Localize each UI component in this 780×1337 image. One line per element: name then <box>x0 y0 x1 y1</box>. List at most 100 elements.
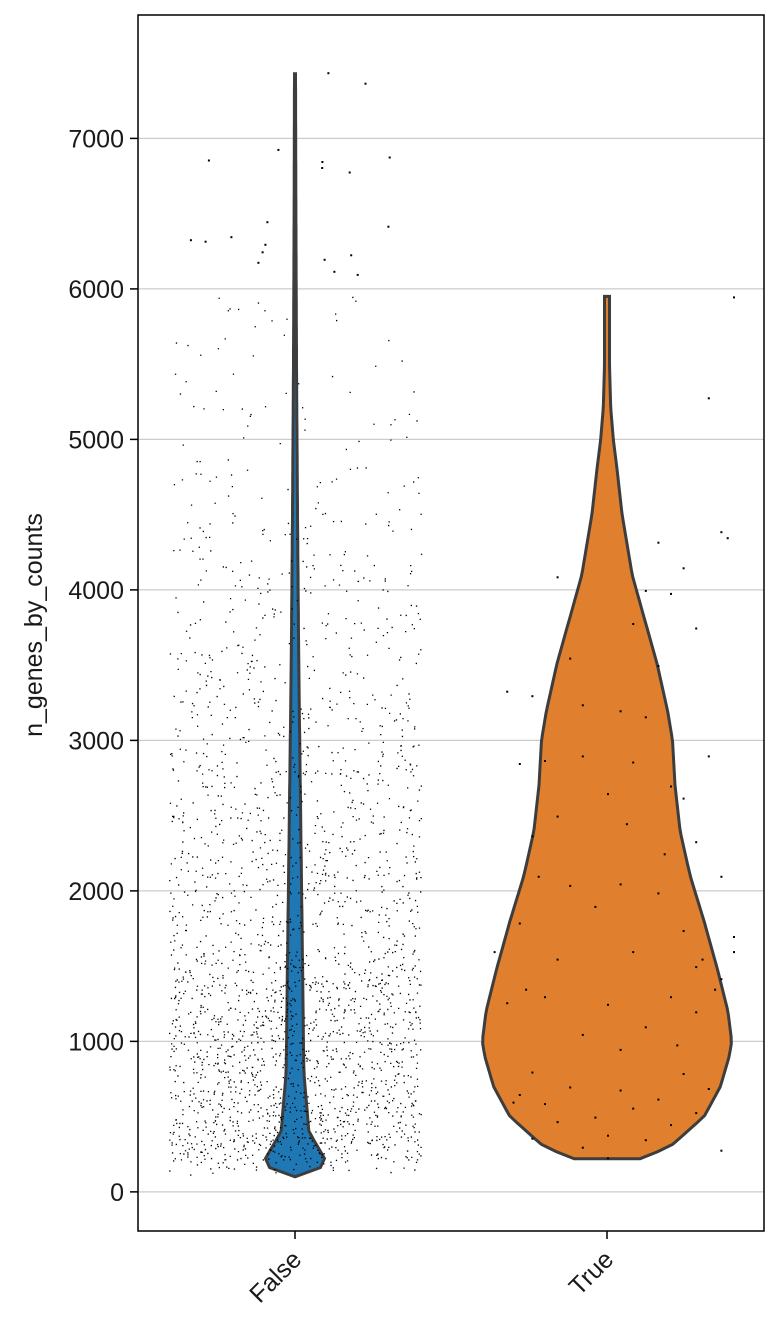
data-point <box>632 1107 635 1110</box>
data-point <box>323 258 326 261</box>
data-point <box>607 793 609 796</box>
data-point <box>493 951 496 954</box>
data-point <box>733 296 735 299</box>
data-point <box>594 1116 597 1119</box>
data-point <box>518 922 521 925</box>
y-tick-label: 0 <box>110 1179 124 1207</box>
data-point <box>556 576 559 579</box>
data-point <box>321 161 324 163</box>
data-point <box>720 531 723 534</box>
data-point <box>663 853 666 856</box>
y-axis-label: n_genes_by_counts <box>20 513 48 737</box>
data-point <box>189 239 192 242</box>
x-tick-label: False <box>244 1245 307 1308</box>
data-point <box>518 763 521 765</box>
data-point <box>607 1003 609 1006</box>
data-point <box>695 966 698 969</box>
data-point <box>261 251 264 254</box>
data-point <box>230 236 233 239</box>
data-point <box>670 785 672 788</box>
grid-lines <box>138 137 764 1193</box>
y-tick-label: 4000 <box>68 577 124 605</box>
y-tick-label: 1000 <box>68 1028 124 1056</box>
data-point <box>348 171 351 174</box>
data-point <box>670 996 672 999</box>
data-point <box>644 1139 647 1142</box>
data-point <box>670 592 672 595</box>
data-point <box>632 623 635 625</box>
data-point <box>682 1073 685 1075</box>
data-point <box>518 1094 521 1096</box>
data-point <box>670 1124 672 1127</box>
y-tick-label: 5000 <box>68 426 124 454</box>
data-point <box>264 243 267 246</box>
data-point <box>676 1044 679 1047</box>
data-point <box>356 273 359 276</box>
data-point <box>707 1088 710 1090</box>
data-point <box>350 254 353 257</box>
data-point <box>387 225 390 228</box>
data-point <box>569 657 572 660</box>
data-point <box>720 1149 723 1152</box>
violin-false <box>263 72 327 1179</box>
data-point <box>619 1048 622 1051</box>
data-point <box>544 760 546 762</box>
data-point <box>695 1112 698 1115</box>
data-point <box>204 240 207 243</box>
data-point <box>619 1089 622 1092</box>
data-point <box>657 665 660 668</box>
data-point <box>733 951 735 954</box>
data-point <box>657 541 660 544</box>
data-point <box>537 875 540 878</box>
data-point <box>525 988 528 991</box>
data-point <box>364 82 367 85</box>
data-point <box>544 996 546 999</box>
y-tick-label: 2000 <box>68 878 124 906</box>
data-point <box>632 761 635 764</box>
data-point <box>695 627 698 630</box>
data-point <box>531 1137 534 1140</box>
y-tick-label: 6000 <box>68 276 124 304</box>
data-point <box>682 930 685 932</box>
data-point <box>707 755 710 758</box>
data-point <box>569 1086 572 1089</box>
data-point <box>531 695 534 698</box>
plot-frame <box>137 14 765 1232</box>
data-point <box>720 978 723 981</box>
data-points <box>169 72 735 1176</box>
data-point <box>644 716 647 719</box>
data-point <box>531 1071 534 1074</box>
data-point <box>619 710 622 713</box>
data-point <box>720 875 723 878</box>
data-point <box>695 1011 698 1014</box>
x-axis: False True <box>244 1231 619 1308</box>
data-point <box>581 755 584 758</box>
data-point <box>707 397 710 400</box>
data-point <box>569 884 572 887</box>
data-point <box>607 1134 609 1137</box>
data-point <box>644 589 647 592</box>
data-point <box>277 148 280 151</box>
y-tick-label: 3000 <box>68 727 124 755</box>
data-point <box>733 936 735 938</box>
y-axis: 0 1000 2000 3000 4000 5000 6000 7000 <box>68 125 138 1207</box>
data-point <box>644 1026 647 1029</box>
data-point <box>682 567 685 570</box>
data-point <box>594 905 597 908</box>
data-point <box>506 1002 509 1005</box>
data-point <box>607 1157 609 1160</box>
data-point <box>506 690 509 693</box>
violin-true <box>481 294 733 1161</box>
data-point <box>531 835 534 838</box>
data-point <box>556 815 559 818</box>
data-point <box>327 72 330 75</box>
data-point <box>556 958 559 961</box>
data-point <box>544 1103 546 1106</box>
y-tick-label: 7000 <box>68 125 124 153</box>
data-point <box>556 1121 559 1124</box>
data-point <box>695 841 698 844</box>
data-point <box>657 1098 660 1101</box>
data-point <box>581 704 584 707</box>
data-point <box>266 221 269 224</box>
data-point <box>632 951 635 954</box>
